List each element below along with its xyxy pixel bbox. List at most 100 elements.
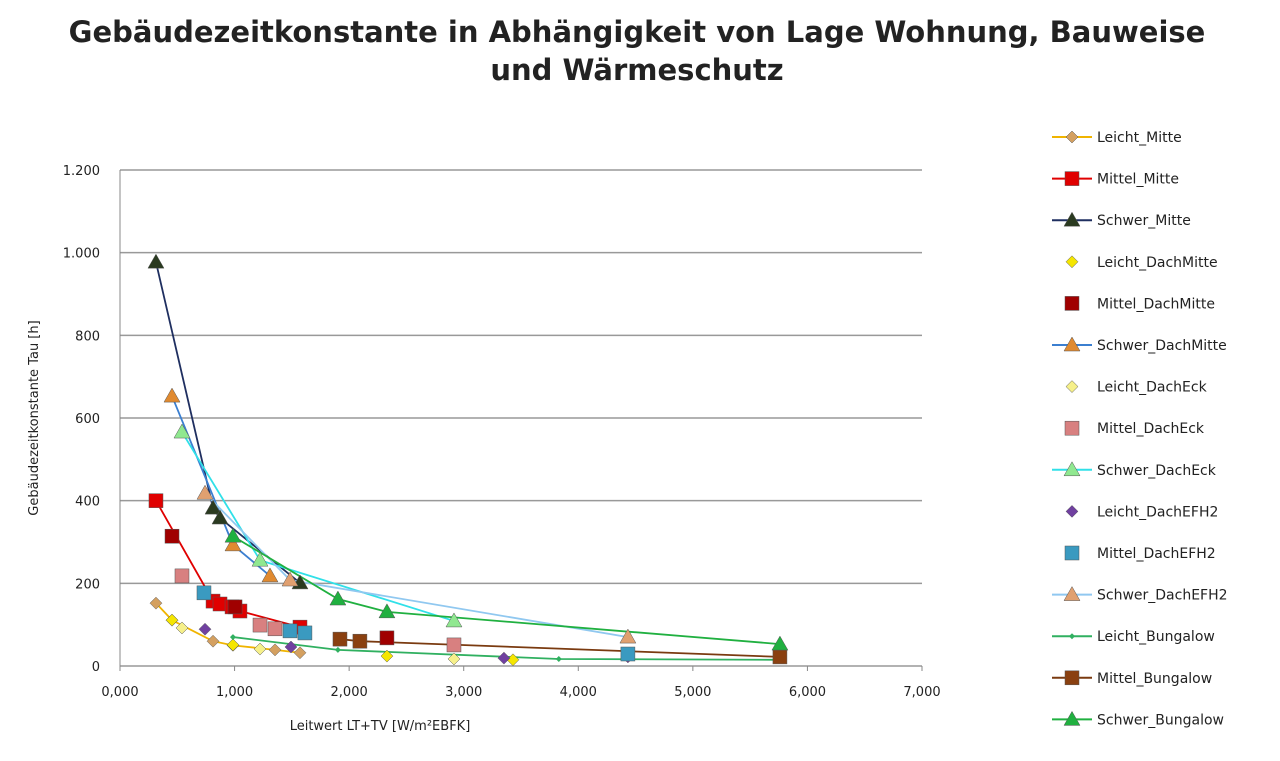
data-point [447, 652, 461, 666]
legend-label: Schwer_DachEck [1097, 463, 1217, 479]
legend-marker [1063, 710, 1081, 726]
data-point [163, 387, 181, 403]
y-tick-label: 1.000 [63, 247, 100, 262]
data-point [173, 423, 191, 439]
legend-marker [1063, 211, 1081, 227]
x-tick-label: 7,000 [903, 685, 940, 700]
data-point [198, 622, 212, 636]
series-line [232, 636, 780, 661]
legend-marker [1064, 545, 1080, 561]
data-point [378, 603, 396, 619]
data-point [196, 585, 212, 601]
data-point [293, 646, 307, 660]
legend-marker [1065, 130, 1079, 144]
y-axis-label: Gebäudezeitkonstante Tau [h] [27, 320, 42, 515]
y-tick-label: 0 [92, 660, 100, 675]
x-tick-label: 6,000 [789, 685, 826, 700]
legend-label: Mittel_Bungalow [1097, 671, 1212, 687]
y-tick-label: 400 [75, 495, 100, 510]
data-point [506, 653, 520, 667]
legend-label: Leicht_Mitte [1097, 130, 1182, 146]
legend-label: Leicht_DachEck [1097, 380, 1208, 396]
legend-marker [1064, 670, 1080, 686]
data-point [445, 612, 463, 628]
data-point [164, 528, 180, 544]
data-point [211, 509, 229, 525]
x-tick-label: 3,000 [445, 685, 482, 700]
data-point [297, 625, 313, 641]
data-point [334, 646, 341, 653]
y-tick-label: 800 [75, 329, 100, 344]
data-point [149, 596, 163, 610]
data-point [229, 634, 236, 641]
legend-label: Schwer_Mitte [1097, 213, 1191, 229]
x-tick-label: 1,000 [216, 685, 253, 700]
legend-marker [1064, 296, 1080, 311]
series-line [204, 492, 629, 638]
data-point [206, 634, 220, 648]
legend-marker [1069, 633, 1075, 640]
data-point [268, 643, 282, 657]
x-axis-label: Leitwert LT+TV [W/m²EBFK] [290, 719, 471, 734]
data-point [251, 551, 269, 567]
legend-label: Mittel_DachMitte [1097, 296, 1215, 312]
data-point [253, 642, 267, 656]
series-line [181, 431, 455, 622]
data-point [224, 536, 242, 552]
chart-subtitle: und Wärmeschutz [490, 53, 783, 87]
legend-label: Leicht_Bungalow [1097, 629, 1215, 645]
y-tick-label: 200 [75, 577, 100, 592]
data-point [379, 630, 395, 646]
chart-title: Gebäudezeitkonstante in Abhängigkeit von… [69, 15, 1206, 49]
data-point [771, 635, 789, 651]
legend-marker [1065, 380, 1079, 393]
legend-label: Mittel_DachEck [1097, 421, 1205, 437]
y-tick-label: 600 [75, 412, 100, 427]
data-point [204, 499, 222, 515]
data-point [620, 646, 636, 662]
data-point [497, 651, 511, 665]
legend-label: Mittel_Mitte [1097, 172, 1179, 188]
data-point [281, 571, 299, 587]
data-point [555, 655, 562, 662]
data-point [282, 623, 298, 639]
y-tick-label: 1.200 [63, 164, 100, 179]
data-point [352, 633, 368, 649]
data-point [261, 567, 279, 583]
legend-marker [1063, 586, 1081, 601]
legend-marker [1065, 255, 1079, 269]
legend-marker [1064, 420, 1080, 436]
data-point [329, 590, 347, 606]
series-line [232, 535, 781, 645]
legend-label: Leicht_DachMitte [1097, 255, 1218, 271]
legend-label: Schwer_Bungalow [1097, 712, 1224, 728]
x-tick-label: 4,000 [560, 685, 597, 700]
legend-marker [1063, 336, 1081, 352]
legend-label: Schwer_DachMitte [1097, 338, 1227, 354]
legend-marker [1063, 461, 1081, 477]
x-tick-label: 2,000 [331, 685, 368, 700]
data-point [227, 599, 243, 615]
data-point [147, 253, 165, 269]
data-point [196, 484, 214, 500]
data-point [772, 649, 788, 665]
data-point [332, 631, 348, 647]
legend-marker [1065, 505, 1079, 518]
legend-label: Schwer_DachEFH2 [1097, 588, 1228, 604]
data-point [284, 640, 298, 654]
data-point [224, 527, 242, 543]
data-point [252, 617, 268, 633]
series-line [339, 638, 780, 658]
legend-label: Mittel_DachEFH2 [1097, 546, 1216, 562]
data-point [619, 628, 637, 644]
data-point [226, 638, 240, 652]
data-point [380, 649, 394, 663]
data-point [175, 621, 189, 635]
data-point [174, 568, 190, 584]
legend-label: Leicht_DachEFH2 [1097, 504, 1218, 520]
x-tick-label: 0,000 [101, 685, 138, 700]
data-point [165, 613, 179, 627]
data-point [267, 621, 283, 637]
x-tick-label: 5,000 [674, 685, 711, 700]
